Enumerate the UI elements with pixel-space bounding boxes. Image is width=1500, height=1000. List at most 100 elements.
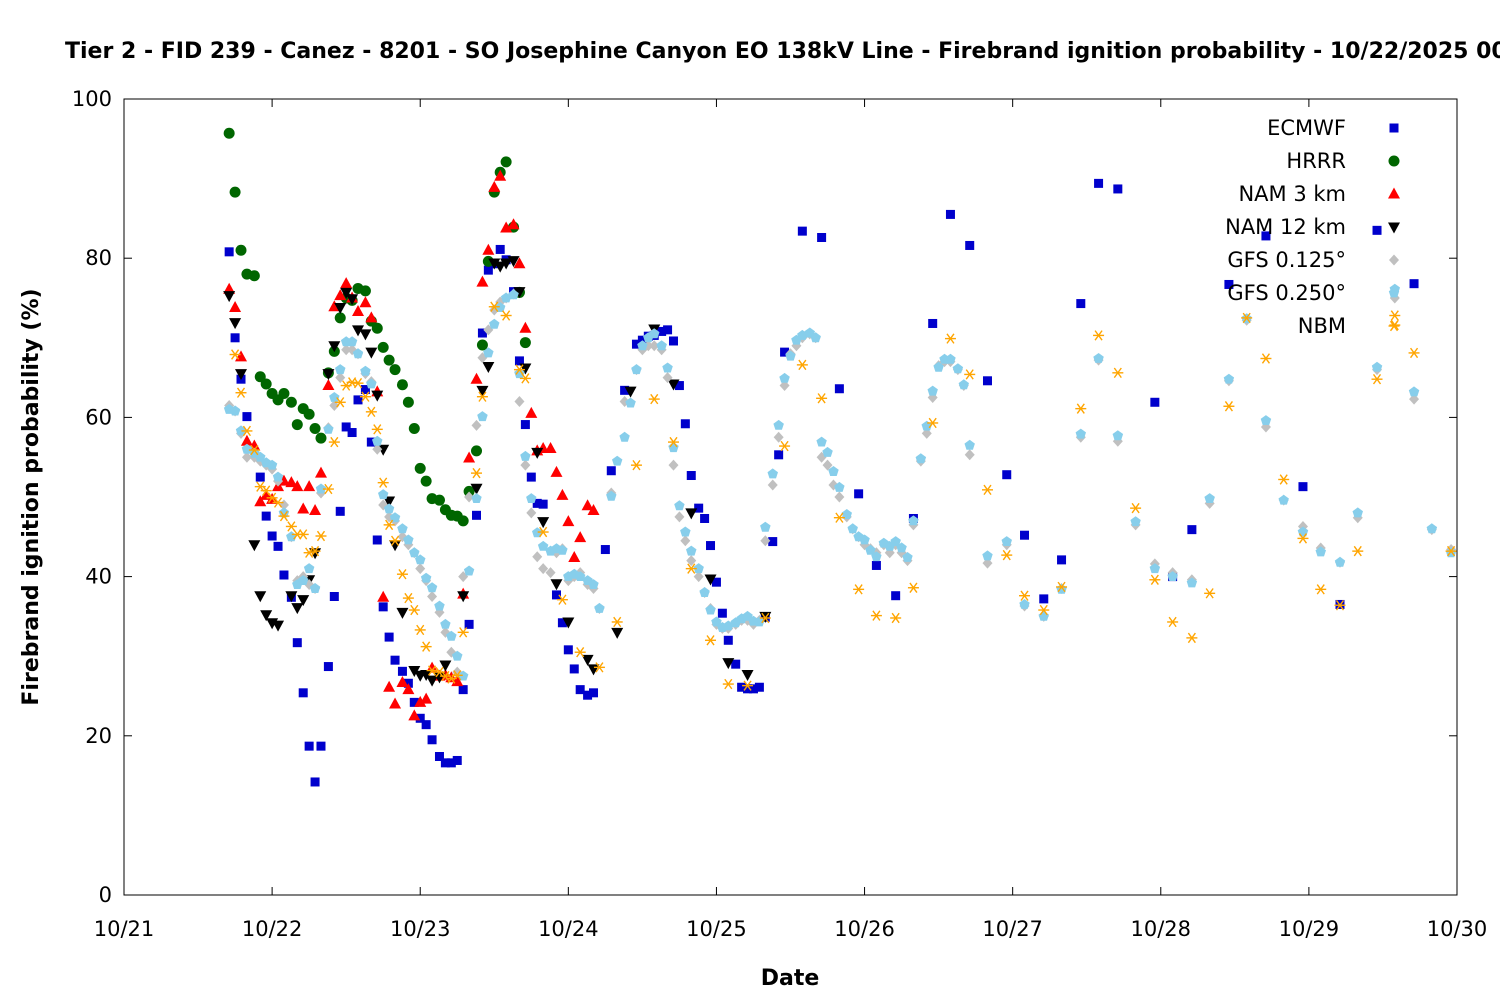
hrrr-point [235, 244, 247, 256]
ecmwf-point [928, 318, 938, 328]
nam-3-km-point [525, 406, 538, 418]
gfs-0-250-point [760, 521, 771, 532]
gfs-0-250-point [810, 332, 821, 343]
gfs-0-250-point [680, 526, 691, 537]
hrrr-point [519, 337, 531, 349]
gfs-0-250-point [656, 340, 667, 351]
gfs-0-250-point [822, 446, 833, 457]
gfs-0-250-point [372, 435, 383, 446]
ecmwf-point [267, 531, 277, 541]
ecmwf-point [700, 513, 710, 523]
gfs-0-250-point [686, 545, 697, 556]
nam-12-km-point [389, 540, 402, 552]
nam-3-km-point [488, 180, 501, 192]
nbm-point [742, 680, 754, 691]
gfs-0-250-point [426, 582, 438, 593]
ecmwf-point [378, 602, 388, 612]
nbm-point [537, 526, 549, 538]
hrrr-point [291, 419, 303, 431]
gfs-0-250-point [631, 364, 642, 375]
legend-label-hrrr: HRRR [1286, 149, 1346, 173]
ecmwf-point [797, 226, 807, 236]
nbm-point [248, 444, 260, 456]
nam-3-km-point [562, 515, 575, 527]
ecmwf-point [854, 489, 864, 499]
gfs-0-250-point [420, 572, 432, 583]
gfs-0-250-point [434, 600, 445, 611]
gfs-0-125-point [662, 372, 673, 384]
nbm-point [476, 391, 488, 402]
gfs-0-125-point [822, 459, 833, 471]
ecmwf-point [817, 233, 827, 243]
gfs-0-250-point [711, 616, 722, 627]
gfs-0-250-point [754, 616, 765, 627]
ecmwf-point [557, 618, 567, 628]
nbm-point [278, 510, 290, 522]
gfs-0-125-point [427, 591, 438, 602]
legend-label-gfs-0-250: GFS 0.250° [1227, 281, 1346, 305]
gfs-0-250-point [699, 587, 710, 597]
nbm-point [890, 612, 902, 624]
ecmwf-point [1020, 530, 1030, 540]
nam-3-km-point [383, 680, 396, 692]
hrrr-point [359, 285, 371, 297]
nbm-point [853, 584, 865, 595]
ecmwf-point [335, 506, 345, 516]
nam-12-km-point [346, 294, 359, 306]
ecmwf-point [600, 545, 610, 555]
nbm-point [383, 519, 395, 531]
ecmwf-point [1150, 397, 1160, 407]
ecmwf-point [390, 655, 400, 665]
nam-12-km-point [581, 654, 594, 666]
nbm-point [816, 393, 828, 404]
ecmwf-point [366, 437, 376, 447]
ecmwf-point [452, 755, 462, 765]
nam-12-km-point [704, 574, 717, 586]
hrrr-point [377, 341, 389, 353]
nam-3-km-point [240, 434, 253, 446]
gfs-0-250-point [859, 534, 870, 545]
nbm-point [513, 364, 525, 375]
nbm-point [1223, 401, 1235, 412]
gfs-0-250-point [964, 439, 975, 450]
gfs-0-250-point [526, 493, 537, 503]
hrrr-point [457, 515, 469, 527]
ecmwf-point [255, 472, 265, 482]
gfs-0-250-point [594, 602, 605, 613]
hrrr-point [315, 432, 327, 444]
nam-3-km-point [581, 499, 594, 511]
gfs-0-250-point [557, 544, 568, 555]
gfs-0-250-point [537, 540, 549, 551]
series-nam-3-km [223, 169, 600, 721]
nam-12-km-point [291, 603, 304, 615]
nam-12-km-point [722, 658, 735, 670]
gfs-0-125-point [779, 380, 790, 392]
hrrr-point [285, 396, 297, 408]
gfs-0-250-point [514, 368, 525, 379]
gfs-0-250-point [383, 503, 395, 514]
nam-12-km-point [340, 287, 353, 299]
ecmwf-point [526, 472, 536, 482]
hrrr-point [420, 475, 432, 487]
gfs-0-250-point [816, 436, 827, 447]
gfs-0-250-point [352, 348, 364, 359]
gfs-0-250-point [927, 385, 938, 396]
gfs-0-125-point [834, 491, 845, 503]
ecmwf-point [569, 664, 579, 674]
gfs-0-250-point [619, 431, 630, 442]
gfs-0-250-point [1112, 430, 1124, 441]
nbm-point [309, 545, 321, 557]
gfs-0-250-point [612, 455, 623, 466]
nbm-point [685, 563, 697, 574]
x-tick-label: 10/30 [1427, 917, 1488, 941]
data-points [223, 127, 1457, 787]
ecmwf-point [1187, 525, 1197, 535]
gfs-0-125-point [526, 507, 537, 519]
legend-marker-nam-3-km [1388, 187, 1400, 199]
ecmwf-point [774, 450, 784, 460]
hrrr-point [389, 364, 401, 376]
nbm-point [981, 484, 993, 496]
gfs-0-250-point [908, 515, 919, 526]
legend: ECMWF HRRR NAM 3 km NAM 12 km GFS 0.125° GFS … [1225, 116, 1400, 338]
gfs-0-125-point [335, 372, 346, 384]
